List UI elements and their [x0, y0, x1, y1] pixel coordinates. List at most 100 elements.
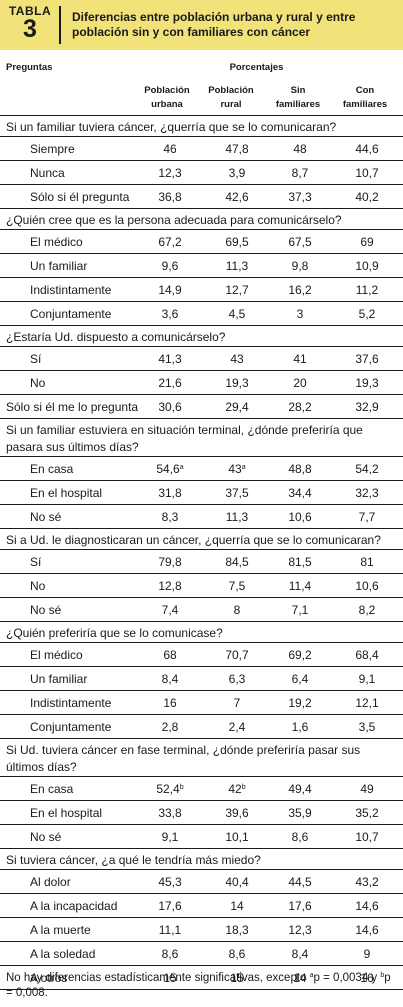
cell-number: 84,5	[225, 555, 249, 569]
column-header-line: Con	[355, 85, 375, 96]
answer-label: Indistintamente	[30, 283, 112, 297]
row-divider	[0, 325, 403, 326]
row-divider	[0, 869, 403, 870]
cell-number: 43,2	[355, 875, 379, 889]
answer-label: El médico	[30, 235, 83, 249]
cell-number: 11,1	[158, 923, 182, 937]
cell-number: 79,8	[158, 555, 182, 569]
cell-value: 18,3	[207, 923, 267, 937]
cell-number: 19,3	[225, 376, 249, 390]
cell-number: 81	[360, 555, 374, 569]
cell-number: 32,9	[355, 400, 379, 414]
cell-value: 1,6	[270, 720, 330, 734]
cell-value: 11,4	[270, 579, 330, 593]
cell-number: 6,3	[228, 672, 246, 686]
cell-number: 12,3	[158, 166, 182, 180]
row-divider	[0, 549, 403, 550]
cell-number: 8,4	[161, 672, 179, 686]
table-row: Conjuntamente 3,6 4,5 3 5,2	[0, 302, 403, 325]
cell-value: 2,4	[207, 720, 267, 734]
cell-value: 16,2	[270, 283, 330, 297]
row-divider	[0, 690, 403, 691]
cell-value: 16	[337, 971, 397, 985]
table-header: TABLA 3 Diferencias entre población urba…	[0, 0, 403, 50]
cell-number: 15	[163, 971, 177, 985]
answer-label: En el hospital	[30, 806, 103, 820]
cell-value: 40,2	[337, 190, 397, 204]
cell-value: 48,8	[270, 462, 330, 476]
cell-number: 8,6	[228, 947, 246, 961]
cell-value: 43	[207, 352, 267, 366]
cell-value: 47,8	[207, 142, 267, 156]
cell-superscript: a	[179, 464, 184, 471]
table-row: Conjuntamente 2,8 2,4 1,6 3,5	[0, 715, 403, 738]
cell-value: 32,3	[337, 486, 397, 500]
cell-number: 7,7	[358, 510, 376, 524]
cell-value: 12,1	[337, 696, 397, 710]
row-divider	[0, 418, 403, 419]
cell-value: 19,3	[337, 376, 397, 390]
cell-number: 70,7	[225, 648, 249, 662]
table-row: No sé 9,1 10,1 8,6 10,7	[0, 825, 403, 848]
cell-number: 35,9	[288, 806, 312, 820]
table-body: Si un familiar tuviera cáncer, ¿querría …	[0, 115, 403, 990]
cell-number: 8,4	[291, 947, 309, 961]
cell-value: 9,1	[337, 672, 397, 686]
cell-value: 79,8	[140, 555, 200, 569]
answer-label: Sí	[30, 352, 42, 366]
cell-number: 10,6	[355, 579, 379, 593]
cell-number: 52,4	[156, 782, 180, 796]
cell-value: 29,4	[207, 400, 267, 414]
cell-value: 3,9	[207, 166, 267, 180]
cell-number: 10,1	[225, 830, 249, 844]
cell-value: 7,4	[140, 603, 200, 617]
row-divider	[0, 301, 403, 302]
question-row: ¿Estaría Ud. dispuesto a comunicárselo?	[6, 330, 226, 344]
table-row: Nunca 12,3 3,9 8,7 10,7	[0, 161, 403, 184]
row-divider	[0, 184, 403, 185]
cell-value: 17,6	[270, 899, 330, 913]
table-row: El médico 67,2 69,5 67,5 69	[0, 230, 403, 253]
column-header-con-familiares: Con familiares	[329, 84, 401, 112]
table-row: El médico 68 70,7 69,2 68,4	[0, 643, 403, 666]
cell-number: 6,4	[291, 672, 309, 686]
table-row: A otros 15 15 14 16	[0, 966, 403, 989]
cell-value: 69,5	[207, 235, 267, 249]
cell-number: 8,2	[358, 603, 376, 617]
question-row: ¿Quién preferiría que se lo comunicase?	[6, 626, 223, 640]
cell-number: 67,5	[288, 235, 312, 249]
cell-value: 16	[140, 696, 200, 710]
cell-number: 68	[163, 648, 177, 662]
question-row: Si a Ud. le diagnosticaran un cáncer, ¿q…	[6, 533, 381, 547]
cell-number: 42	[228, 782, 242, 796]
cell-value: 7	[207, 696, 267, 710]
table-row: No sé 7,4 8 7,1 8,2	[0, 598, 403, 621]
cell-number: 16	[360, 971, 374, 985]
row-divider	[0, 394, 403, 395]
cell-value: 10,1	[207, 830, 267, 844]
cell-number: 2,4	[228, 720, 246, 734]
row-divider	[0, 456, 403, 457]
cell-value: 9	[337, 947, 397, 961]
cell-number: 37,3	[288, 190, 312, 204]
cell-value: 49,4	[270, 782, 330, 796]
cell-number: 48	[293, 142, 307, 156]
answer-label: Conjuntamente	[30, 307, 112, 321]
cell-value: 14	[270, 971, 330, 985]
cell-number: 46	[163, 142, 177, 156]
cell-value: 8,4	[140, 672, 200, 686]
cell-number: 44,6	[355, 142, 379, 156]
cell-value: 42b	[207, 782, 267, 796]
cell-value: 5,2	[337, 307, 397, 321]
cell-number: 37,6	[355, 352, 379, 366]
row-divider	[0, 370, 403, 371]
cell-value: 54,6a	[140, 462, 200, 476]
cell-value: 8,6	[207, 947, 267, 961]
footnote-sup-a: a	[309, 972, 314, 979]
answer-label: En casa	[30, 462, 74, 476]
cell-value: 14,6	[337, 899, 397, 913]
cell-value: 48	[270, 142, 330, 156]
row-divider	[0, 504, 403, 505]
cell-number: 7	[233, 696, 241, 710]
answer-label: Un familiar	[30, 672, 88, 686]
